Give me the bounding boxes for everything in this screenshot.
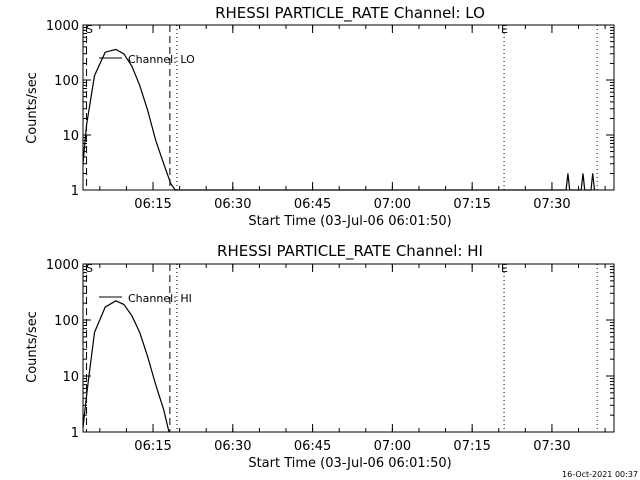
- y-tick-label: 10: [62, 129, 79, 144]
- y-axis-label-lo: Counts/sec: [25, 72, 40, 144]
- x-tick-label: 07:15: [453, 197, 490, 212]
- x-tick-label: 07:30: [533, 197, 570, 212]
- x-tick-label: 06:45: [294, 439, 331, 454]
- panel-lo: RHESSI PARTICLE_RATE Channel: LO Start T…: [25, 4, 615, 229]
- x-tick-label: 06:45: [294, 197, 331, 212]
- y-axis-label-hi: Counts/sec: [25, 311, 40, 383]
- timestamp-label: 16-Oct-2021 00:37: [562, 470, 638, 479]
- chart-title-lo: RHESSI PARTICLE_RATE Channel: LO: [215, 4, 485, 23]
- x-tick-label: 06:30: [214, 197, 251, 212]
- x-tick-label: 06:15: [134, 439, 171, 454]
- plot-frame-lo: [82, 24, 615, 191]
- x-tick-label: 07:15: [453, 439, 490, 454]
- start-marker-hi: S: [86, 262, 93, 275]
- y-tick-label: 1: [71, 184, 79, 199]
- y-tick-label: 100: [54, 74, 79, 89]
- x-tick-label: 07:30: [533, 439, 570, 454]
- y-tick-label: 1000: [46, 19, 79, 34]
- x-tick-label: 07:00: [374, 197, 411, 212]
- legend-label-hi: Channel: HI: [128, 292, 192, 305]
- start-marker-lo: S: [86, 23, 93, 36]
- y-tick-label: 1000: [46, 258, 79, 273]
- chart-title-hi: RHESSI PARTICLE_RATE Channel: HI: [217, 242, 483, 261]
- series-line-hi: [82, 300, 170, 433]
- legend-label-lo: Channel: LO: [128, 53, 195, 66]
- plot-frame-hi: [82, 263, 615, 433]
- y-tick-label: 10: [62, 370, 79, 385]
- x-axis-label-lo: Start Time (03-Jul-06 06:01:50): [248, 214, 451, 229]
- x-axis-label-hi: Start Time (03-Jul-06 06:01:50): [248, 456, 451, 471]
- y-tick-label: 1: [71, 426, 79, 441]
- x-tick-label: 06:30: [214, 439, 251, 454]
- y-tick-label: 100: [54, 314, 79, 329]
- x-tick-label: 06:15: [134, 197, 171, 212]
- series-line-lo: [82, 48, 596, 191]
- panel-hi: RHESSI PARTICLE_RATE Channel: HI Start T…: [25, 242, 615, 471]
- x-tick-label: 07:00: [374, 439, 411, 454]
